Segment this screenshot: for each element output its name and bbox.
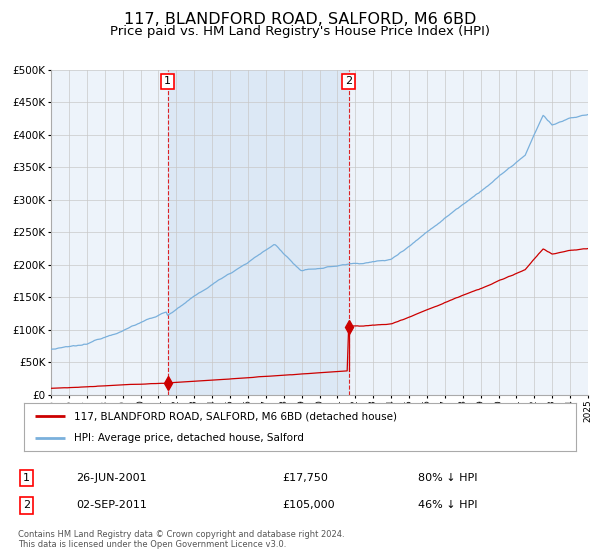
Text: 80% ↓ HPI: 80% ↓ HPI: [418, 473, 477, 483]
Text: HPI: Average price, detached house, Salford: HPI: Average price, detached house, Salf…: [74, 433, 304, 443]
Text: 117, BLANDFORD ROAD, SALFORD, M6 6BD: 117, BLANDFORD ROAD, SALFORD, M6 6BD: [124, 12, 476, 27]
Text: 2: 2: [23, 501, 30, 510]
Text: 1: 1: [23, 473, 30, 483]
Text: 1: 1: [164, 77, 171, 86]
Text: 46% ↓ HPI: 46% ↓ HPI: [418, 501, 477, 510]
Text: 26-JUN-2001: 26-JUN-2001: [77, 473, 147, 483]
Text: Contains HM Land Registry data © Crown copyright and database right 2024.
This d: Contains HM Land Registry data © Crown c…: [18, 530, 344, 549]
Text: £105,000: £105,000: [283, 501, 335, 510]
Text: 2: 2: [345, 77, 352, 86]
Bar: [167, 70, 349, 395]
Text: 117, BLANDFORD ROAD, SALFORD, M6 6BD (detached house): 117, BLANDFORD ROAD, SALFORD, M6 6BD (de…: [74, 411, 397, 421]
Text: 02-SEP-2011: 02-SEP-2011: [77, 501, 148, 510]
Text: Price paid vs. HM Land Registry's House Price Index (HPI): Price paid vs. HM Land Registry's House …: [110, 25, 490, 38]
Text: £17,750: £17,750: [283, 473, 328, 483]
